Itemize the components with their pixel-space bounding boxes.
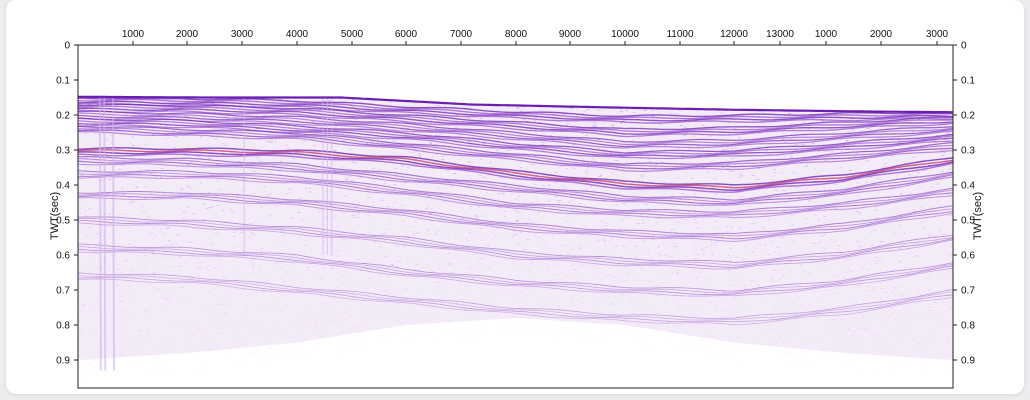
reflector-line [78, 248, 953, 295]
y-tick-label-right: 0.6 [961, 251, 975, 262]
x-tick-label: 9000 [559, 29, 582, 40]
left-y-axis-ticks: 0 0.1 0.2 0.3 0.4 0.5 0.6 0.7 0.8 0.9 [56, 41, 78, 367]
x-tick-label: 12000 [720, 29, 748, 40]
x-tick-label: 11000 [666, 29, 694, 40]
reflector-line [78, 97, 953, 118]
y-tick-label-right: 0.7 [961, 286, 975, 297]
x-tick-label: 3000 [231, 29, 254, 40]
x-tick-label: 13000 [766, 29, 794, 40]
reflector-line [78, 245, 953, 294]
y-tick-label-right: 0.8 [961, 321, 975, 332]
y-tick-label-right: 0 [961, 41, 967, 52]
reflector-line [78, 191, 953, 235]
reflector-line [78, 219, 953, 268]
x-tick-label: 10000 [611, 29, 639, 40]
y-tick-label-right: 0.4 [961, 181, 975, 192]
left-y-axis-title: TWT(sec) [49, 192, 61, 240]
right-y-axis-ticks: 0 0.1 0.2 0.3 0.4 0.5 0.6 0.7 0.8 0.9 [953, 41, 975, 367]
reflector-line [78, 100, 953, 122]
reflector-line [78, 251, 953, 297]
reflector-line [78, 117, 953, 149]
y-tick-label-right: 0.9 [961, 356, 975, 367]
x-tick-label: 8000 [505, 29, 528, 40]
reflector-line [78, 169, 953, 213]
y-tick-label-left: 0.6 [56, 251, 70, 262]
x-tick-label: 1000 [815, 29, 838, 40]
reflector-line [78, 149, 953, 189]
y-tick-label-left: 0.2 [56, 111, 70, 122]
trace-streak [103, 96, 107, 371]
sediment-body [78, 96, 953, 361]
reflector-line [78, 222, 953, 270]
reflector-line [78, 122, 953, 157]
x-tick-label: 5000 [341, 29, 364, 40]
x-tick-label: 4000 [286, 29, 309, 40]
reflector-line [78, 129, 953, 170]
y-tick-label-left: 0.5 [56, 216, 70, 227]
reflector-line [78, 114, 953, 148]
reflector-line [78, 125, 953, 165]
y-tick-label-left: 0.1 [56, 76, 70, 87]
x-tick-label: 7000 [450, 29, 473, 40]
vertical-trace-streaks [98, 96, 333, 371]
y-tick-label-left: 0.3 [56, 146, 70, 157]
reflector-line [78, 216, 953, 263]
x-axis-ticks: 1000 2000 3000 4000 5000 6000 7000 8000 9000 1000… [122, 29, 949, 45]
y-tick-label-left: 0.9 [56, 356, 70, 367]
x-tick-label: 2000 [870, 29, 893, 40]
reflector-line [78, 146, 953, 186]
reflector-line [78, 174, 953, 217]
reflector-line [78, 197, 953, 243]
reflector-line [78, 163, 953, 206]
reflector-line [78, 124, 953, 160]
reflector-line [78, 243, 953, 292]
x-tick-label: 1000 [122, 29, 145, 40]
y-tick-label-right: 0.5 [961, 216, 975, 227]
reflector-line [78, 127, 953, 168]
seismic-noise [78, 98, 953, 378]
y-tick-label-left: 0.8 [56, 321, 70, 332]
reflector-line [78, 158, 953, 203]
reflector-line [78, 272, 953, 319]
reflector-line [78, 193, 953, 237]
seismic-figure-card: 1000 2000 3000 4000 5000 6000 7000 8000 9000 1000… [6, 0, 1024, 394]
x-tick-label: 2000 [176, 29, 199, 40]
reflector-line [78, 117, 953, 154]
reflector-line [78, 112, 953, 146]
reflector-line [78, 107, 953, 135]
reflector-line [78, 217, 953, 266]
reflector-line [78, 278, 953, 326]
reflector-line [78, 103, 953, 131]
reflector-line [78, 275, 953, 321]
y-tick-label-right: 0.2 [961, 111, 975, 122]
y-tick-label-right: 0.1 [961, 76, 975, 87]
trace-streak [112, 96, 115, 371]
reflector-line [78, 277, 953, 323]
right-y-axis-title: TWT(sec) [972, 192, 984, 240]
reflector-line [78, 105, 953, 133]
x-tick-label: 6000 [395, 29, 418, 40]
trace-streak [98, 96, 102, 371]
reflector-line [78, 151, 953, 192]
reflector-line [78, 172, 953, 215]
y-tick-label-left: 0 [64, 41, 70, 52]
x-tick-label: 3000 [926, 29, 949, 40]
reflector-horizons [78, 97, 953, 326]
seismic-plot-area [78, 95, 953, 378]
reflector-line [78, 195, 953, 240]
y-tick-label-left: 0.7 [56, 286, 70, 297]
seafloor-reflector [78, 95, 953, 114]
reflector-line [78, 160, 953, 205]
reflector-line [78, 120, 953, 156]
seismic-section-chart: 1000 2000 3000 4000 5000 6000 7000 8000 9000 1000… [49, 29, 984, 389]
reflector-line [78, 153, 953, 193]
reflector-line [78, 109, 953, 138]
reflector-line [78, 176, 953, 219]
reflector-line [78, 131, 953, 172]
reflector-line [78, 110, 953, 143]
y-tick-label-right: 0.3 [961, 146, 975, 157]
reflector-line [78, 98, 953, 120]
y-tick-label-left: 0.4 [56, 181, 70, 192]
reflector-line [78, 156, 953, 201]
